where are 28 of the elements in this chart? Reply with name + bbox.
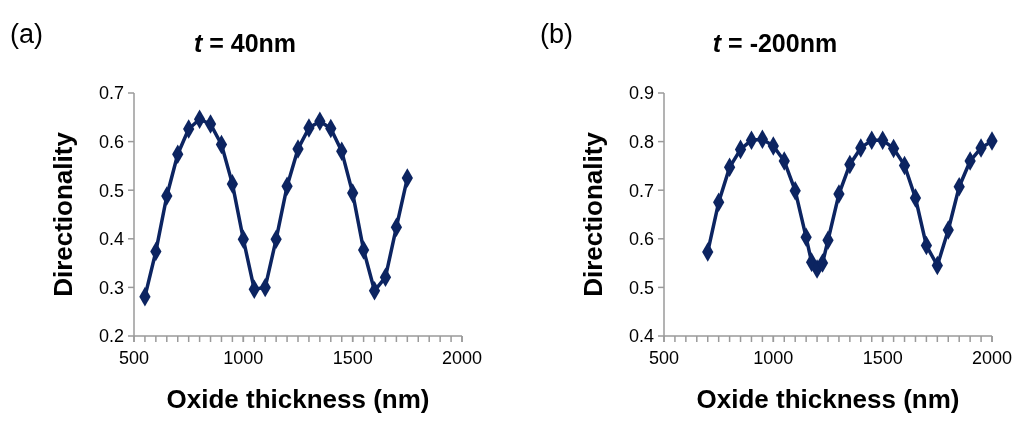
x-tick-label: 1000 (223, 348, 264, 368)
text: (a) (10, 19, 43, 49)
x-axis-title: Oxide thickness (nm) (696, 384, 960, 414)
x-tick-label: 500 (118, 348, 150, 368)
y-tick-label: 0.3 (98, 277, 124, 298)
chart-title: t = 40nm (193, 29, 297, 57)
x-tick-label: 1000 (753, 348, 794, 368)
y-tick-label: 0.4 (98, 229, 124, 250)
y-axis-title: Directionality (578, 131, 608, 297)
x-tick-label: 2000 (441, 348, 483, 368)
x-tick-label: 1500 (332, 348, 373, 368)
x-tick-label: 1500 (862, 348, 903, 368)
y-tick-label: 0.7 (628, 180, 654, 201)
y-tick-label: 0.9 (628, 83, 654, 104)
y-tick-label: 0.4 (628, 326, 654, 347)
text: (b) (540, 19, 573, 49)
y-tick-label: 0.5 (628, 277, 654, 298)
x-tick-label: 500 (648, 348, 680, 368)
y-axis-title: Directionality (48, 131, 78, 297)
y-tick-label: 0.5 (98, 180, 124, 201)
x-tick-label: 2000 (971, 348, 1013, 368)
x-axis-title: Oxide thickness (nm) (166, 384, 430, 414)
y-tick-label: 0.6 (628, 229, 654, 250)
y-tick-label: 0.8 (628, 131, 654, 152)
chart-title: t = -200nm (712, 29, 838, 57)
y-tick-label: 0.7 (98, 83, 124, 104)
y-tick-label: 0.2 (98, 326, 124, 347)
y-tick-label: 0.6 (98, 131, 124, 152)
